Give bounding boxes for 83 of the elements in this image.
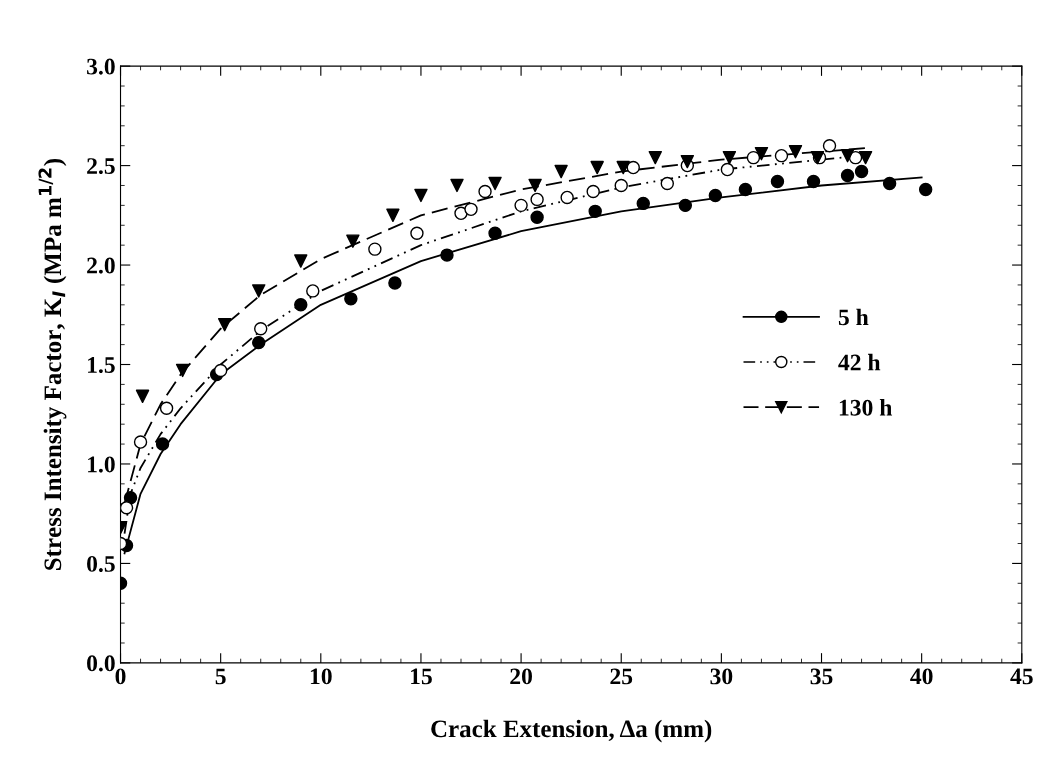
point	[478, 184, 492, 199]
x-tick-label: 35	[810, 668, 833, 685]
y-tick-label: 1.5	[88, 357, 115, 374]
point	[514, 198, 528, 213]
y-axis-title: Stress Intensity Factor, K$_{I}$ (MPa m$^{1/2}$)	[38, 158, 67, 570]
point	[590, 160, 604, 175]
point	[368, 242, 382, 256]
x-tick-label: 15	[411, 668, 432, 685]
legend-label: 5 h	[838, 308, 869, 326]
point	[918, 182, 933, 197]
point	[770, 174, 785, 189]
point	[294, 298, 308, 312]
point	[746, 150, 761, 165]
point	[560, 190, 574, 205]
y-tick-label: 2.5	[87, 158, 115, 175]
point	[450, 178, 464, 193]
legend-label: 130 h	[839, 399, 893, 416]
y-tick-label: 2.0	[87, 257, 115, 274]
point	[464, 202, 478, 217]
point	[120, 501, 134, 515]
point	[678, 198, 693, 213]
point	[440, 248, 454, 262]
x-tick-label: 45	[1010, 668, 1033, 685]
point	[133, 435, 148, 449]
point	[588, 204, 602, 219]
point	[554, 164, 568, 179]
point	[840, 148, 855, 163]
x-tick-label: 40	[910, 668, 933, 685]
point	[344, 292, 358, 306]
point	[488, 226, 502, 240]
point	[708, 188, 723, 203]
point	[774, 148, 789, 163]
legend-label: 42 h	[838, 353, 881, 371]
point	[217, 318, 232, 332]
point	[648, 150, 662, 165]
point	[636, 196, 650, 211]
point	[346, 234, 360, 248]
x-tick-label: 10	[310, 668, 332, 685]
x-axis-title: Crack Extension, Δa (mm)	[431, 719, 712, 743]
x-tick-label: 5	[215, 668, 226, 685]
y-tick-label: 0.5	[87, 555, 115, 572]
point	[530, 192, 544, 207]
point	[660, 176, 675, 191]
point	[822, 138, 837, 153]
point	[614, 178, 628, 193]
y-tick-label: 1.0	[88, 456, 115, 473]
point	[175, 363, 190, 378]
point	[530, 210, 544, 225]
point	[155, 437, 170, 451]
point	[626, 160, 640, 175]
point	[806, 174, 821, 189]
point	[738, 182, 753, 197]
point	[252, 284, 266, 298]
point	[254, 321, 268, 336]
point	[410, 226, 424, 240]
point	[858, 150, 873, 165]
y-tick-label: 3.0	[87, 58, 115, 75]
point	[616, 160, 630, 175]
point	[414, 188, 428, 203]
point	[840, 168, 855, 183]
point	[388, 276, 402, 290]
point	[213, 363, 228, 378]
point	[159, 401, 174, 415]
point	[252, 335, 266, 350]
point	[586, 184, 600, 199]
point	[754, 146, 769, 161]
x-tick-label: 0	[115, 668, 126, 685]
x-tick-label: 25	[610, 668, 633, 685]
point	[854, 164, 869, 179]
y-tick-label: 0.0	[87, 655, 115, 672]
point	[528, 178, 542, 193]
point	[788, 144, 803, 159]
point	[720, 162, 735, 177]
point	[882, 176, 897, 191]
x-tick-label: 20	[510, 668, 532, 685]
point	[386, 208, 400, 223]
point	[680, 154, 695, 169]
point	[306, 284, 320, 298]
point	[488, 176, 502, 191]
point	[722, 150, 737, 165]
x-tick-label: 30	[710, 668, 733, 685]
point	[135, 389, 150, 404]
point	[294, 254, 308, 268]
